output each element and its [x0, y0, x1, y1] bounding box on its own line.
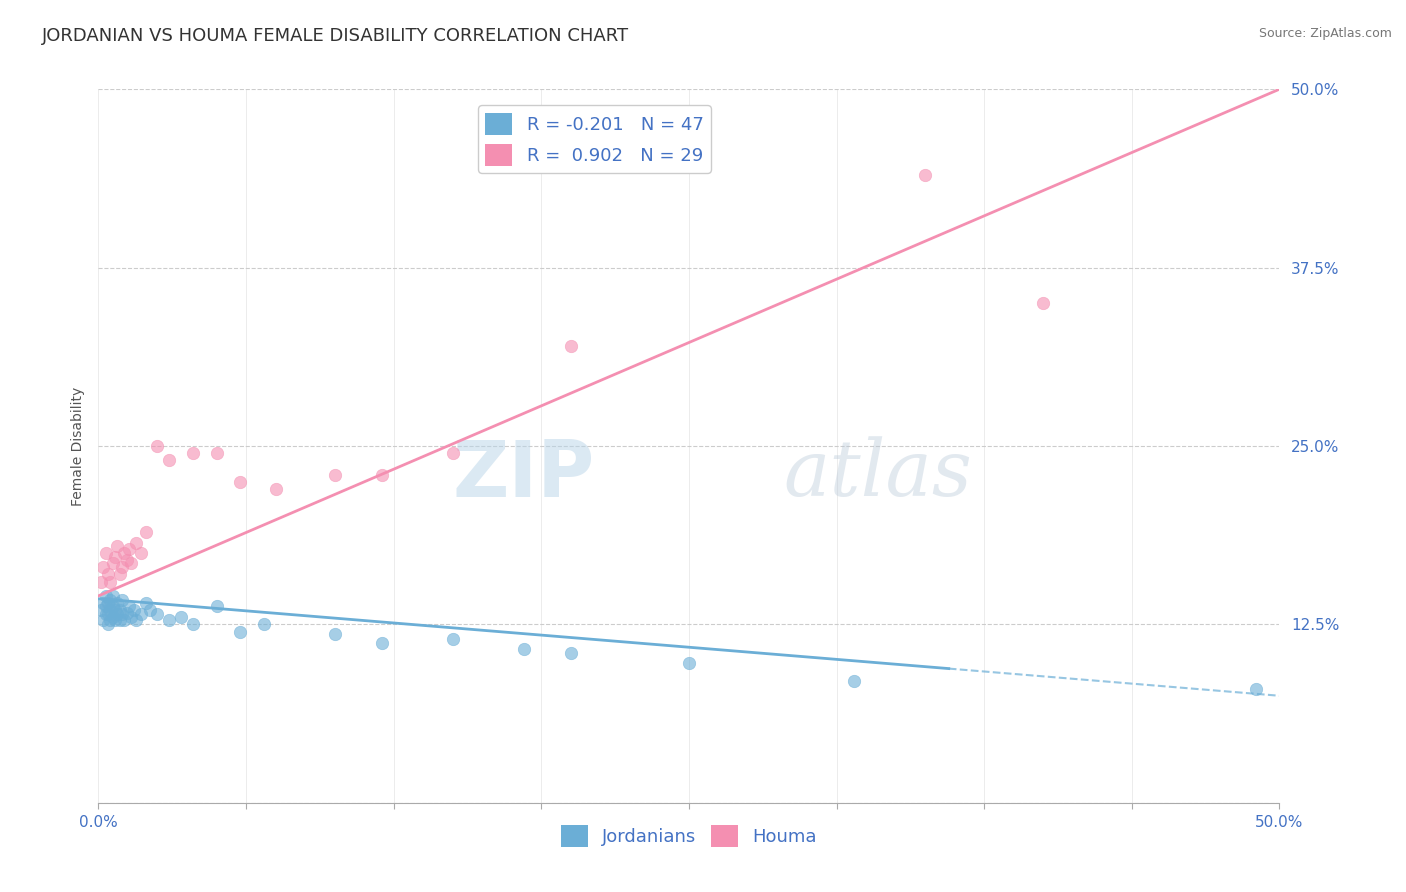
Point	[115, 553, 138, 567]
Point	[560, 646, 582, 660]
Point	[135, 524, 157, 539]
Point	[323, 467, 346, 482]
Point	[139, 603, 162, 617]
Point	[101, 556, 124, 570]
Point	[104, 550, 127, 565]
Point	[111, 560, 134, 574]
Point	[94, 599, 117, 613]
Point	[101, 599, 124, 613]
Point	[125, 536, 148, 550]
Point	[229, 475, 252, 489]
Point	[371, 467, 394, 482]
Point	[90, 574, 112, 589]
Point	[121, 610, 143, 624]
Point	[129, 607, 152, 622]
Point	[1244, 681, 1267, 696]
Point	[111, 607, 134, 622]
Point	[104, 613, 127, 627]
Point	[97, 617, 120, 632]
Point	[112, 546, 135, 560]
Point	[129, 546, 152, 560]
Point	[844, 674, 866, 689]
Point	[97, 567, 120, 582]
Point	[97, 596, 120, 610]
Point	[98, 613, 121, 627]
Point	[94, 546, 117, 560]
Point	[118, 599, 141, 613]
Point	[121, 556, 143, 570]
Point	[112, 613, 135, 627]
Point	[135, 596, 157, 610]
Legend: Jordanians, Houma: Jordanians, Houma	[554, 818, 824, 855]
Point	[205, 599, 228, 613]
Point	[98, 593, 121, 607]
Text: ZIP: ZIP	[453, 436, 595, 513]
Point	[105, 596, 128, 610]
Text: JORDANIAN VS HOUMA FEMALE DISABILITY CORRELATION CHART: JORDANIAN VS HOUMA FEMALE DISABILITY COR…	[42, 27, 630, 45]
Point	[105, 607, 128, 622]
Point	[98, 603, 121, 617]
Point	[181, 617, 204, 632]
Point	[91, 613, 114, 627]
Point	[118, 541, 141, 556]
Point	[125, 613, 148, 627]
Point	[253, 617, 276, 632]
Point	[323, 627, 346, 641]
Y-axis label: Female Disability: Female Disability	[70, 386, 84, 506]
Point	[91, 596, 114, 610]
Point	[94, 607, 117, 622]
Point	[146, 439, 169, 453]
Point	[264, 482, 287, 496]
Point	[157, 613, 180, 627]
Point	[98, 574, 121, 589]
Point	[115, 606, 138, 620]
Point	[157, 453, 180, 467]
Point	[97, 607, 120, 622]
Text: atlas: atlas	[783, 436, 972, 513]
Point	[90, 603, 112, 617]
Point	[170, 610, 193, 624]
Point	[441, 446, 464, 460]
Point	[678, 656, 700, 670]
Point	[512, 641, 534, 656]
Point	[205, 446, 228, 460]
Point	[229, 624, 252, 639]
Point	[371, 636, 394, 650]
Point	[94, 589, 117, 603]
Point	[122, 603, 145, 617]
Point	[91, 560, 114, 574]
Point	[101, 589, 124, 603]
Text: Source: ZipAtlas.com: Source: ZipAtlas.com	[1258, 27, 1392, 40]
Point	[146, 607, 169, 622]
Point	[914, 168, 936, 182]
Point	[101, 610, 124, 624]
Point	[441, 632, 464, 646]
Point	[104, 603, 127, 617]
Point	[181, 446, 204, 460]
Point	[560, 339, 582, 353]
Point	[111, 593, 134, 607]
Point	[108, 613, 131, 627]
Point	[105, 539, 128, 553]
Point	[108, 567, 131, 582]
Point	[1032, 296, 1054, 310]
Point	[108, 603, 131, 617]
